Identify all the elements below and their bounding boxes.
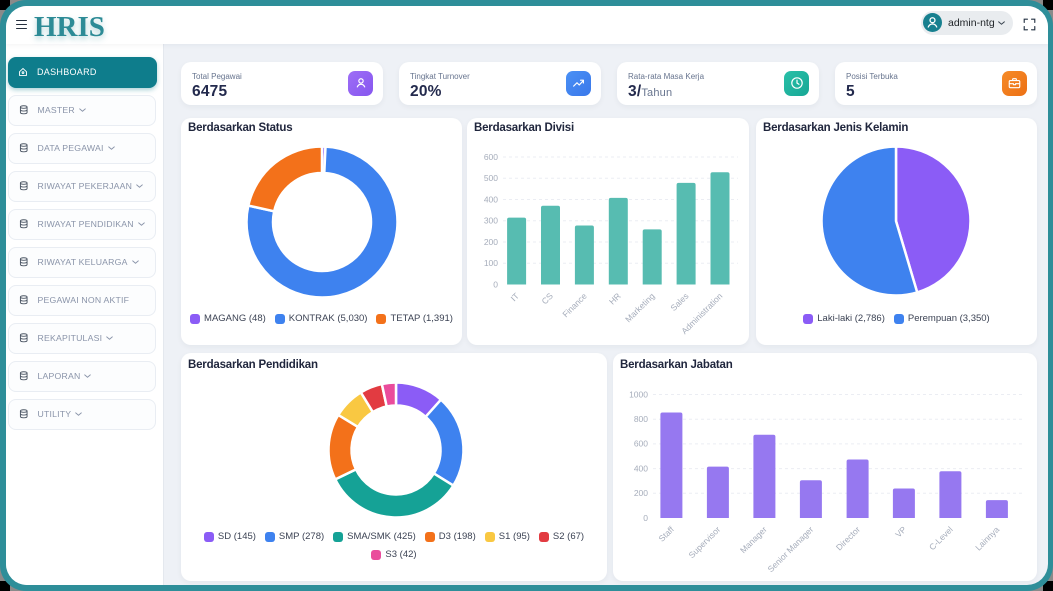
- svg-text:200: 200: [634, 488, 648, 498]
- svg-text:Marketing: Marketing: [623, 291, 657, 325]
- svg-text:0: 0: [493, 279, 498, 289]
- svg-text:HR: HR: [607, 291, 623, 307]
- svg-text:400: 400: [634, 463, 648, 473]
- svg-text:Director: Director: [834, 524, 862, 552]
- svg-text:Lainnya: Lainnya: [973, 524, 1001, 552]
- svg-text:Supervisor: Supervisor: [687, 524, 723, 560]
- svg-text:Manager: Manager: [738, 524, 769, 555]
- svg-text:300: 300: [484, 216, 498, 226]
- svg-text:1000: 1000: [629, 389, 648, 399]
- svg-text:600: 600: [634, 439, 648, 449]
- svg-text:0: 0: [643, 513, 648, 523]
- svg-text:400: 400: [484, 194, 498, 204]
- svg-text:C-Level: C-Level: [927, 524, 955, 552]
- svg-text:Staff: Staff: [656, 524, 676, 544]
- svg-text:CS: CS: [539, 291, 555, 307]
- svg-text:200: 200: [484, 237, 498, 247]
- svg-text:100: 100: [484, 258, 498, 268]
- svg-text:800: 800: [634, 414, 648, 424]
- svg-text:500: 500: [484, 173, 498, 183]
- svg-text:Sales: Sales: [668, 291, 690, 313]
- svg-text:Finance: Finance: [560, 291, 589, 320]
- svg-text:Senior Manager: Senior Manager: [765, 524, 815, 574]
- svg-text:VP: VP: [893, 524, 908, 539]
- svg-text:600: 600: [484, 152, 498, 162]
- svg-text:IT: IT: [509, 291, 521, 303]
